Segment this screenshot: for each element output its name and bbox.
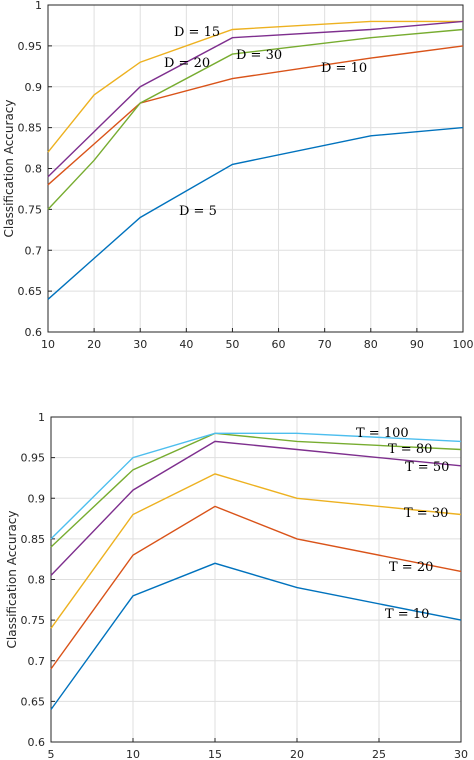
y-tick-label: 1 — [38, 411, 45, 424]
y-tick-label: 0.65 — [18, 285, 43, 298]
series-annotation: D = 20 — [164, 56, 210, 71]
x-tick-label: 90 — [410, 338, 424, 351]
y-tick-label: 0.65 — [21, 695, 46, 708]
series-line — [50, 440, 462, 576]
y-axis-label: Classification Accuracy — [2, 100, 16, 238]
series-annotation: T = 100 — [356, 426, 409, 441]
y-tick-label: 0.7 — [25, 244, 43, 257]
series-line — [47, 126, 464, 300]
y-tick-label: 0.85 — [18, 122, 43, 135]
x-tick-label: 30 — [133, 338, 147, 351]
y-tick-label: 0.9 — [28, 492, 46, 505]
x-tick-label: 10 — [126, 748, 140, 760]
x-tick-label: 70 — [318, 338, 332, 351]
y-tick-label: 0.6 — [25, 326, 43, 339]
series-line — [47, 20, 464, 178]
y-tick-label: 0.95 — [18, 40, 43, 53]
series-annotation: T = 30 — [404, 506, 448, 521]
series-line — [47, 28, 464, 210]
x-tick-label: 5 — [48, 748, 55, 760]
x-tick-label: 20 — [290, 748, 304, 760]
x-tick-label: 10 — [41, 338, 55, 351]
series-line — [50, 473, 462, 629]
series-annotation: T = 20 — [389, 560, 433, 575]
x-tick-label: 25 — [372, 748, 386, 760]
y-tick-label: 1 — [35, 0, 42, 12]
x-tick-label: 50 — [225, 338, 239, 351]
y-tick-label: 0.8 — [25, 163, 43, 176]
x-tick-label: 100 — [453, 338, 474, 351]
y-tick-label: 0.75 — [21, 614, 46, 627]
series-annotation: D = 5 — [179, 204, 217, 219]
x-tick-label: 20 — [87, 338, 101, 351]
y-tick-label: 0.85 — [21, 533, 46, 546]
series-line — [47, 20, 463, 153]
chart-t: 5 10 15 20 25 30 0.6 0.65 0.7 0.75 0.8 0.85 0.9 0.95 1… — [5, 411, 468, 760]
series-line — [50, 432, 462, 540]
series-line — [50, 505, 462, 670]
series-annotation: T = 10 — [385, 607, 429, 622]
y-tick-label: 0.8 — [28, 574, 46, 587]
series-annotation: D = 15 — [174, 25, 220, 40]
series-line — [47, 45, 464, 186]
series-line — [50, 562, 462, 710]
chart-d: 10 20 30 40 50 60 70 80 90 100 0.6 0.65 0.7 0.75 0.8 0.… — [2, 0, 474, 351]
y-axis-label: Classification Accuracy — [5, 511, 19, 649]
series-annotation: T = 50 — [405, 460, 449, 475]
y-tick-label: 0.6 — [28, 736, 46, 749]
y-tick-label: 0.75 — [18, 203, 43, 216]
y-tick-label: 0.95 — [21, 452, 46, 465]
x-tick-label: 60 — [272, 338, 286, 351]
series-annotation: D = 30 — [236, 48, 282, 63]
series-annotation: D = 10 — [321, 61, 367, 76]
y-tick-label: 0.7 — [28, 655, 46, 668]
x-tick-label: 30 — [454, 748, 468, 760]
x-tick-label: 80 — [364, 338, 378, 351]
x-tick-label: 40 — [179, 338, 193, 351]
y-tick-label: 0.9 — [25, 81, 43, 94]
x-tick-label: 15 — [208, 748, 222, 760]
series-annotation: T = 80 — [388, 442, 432, 457]
